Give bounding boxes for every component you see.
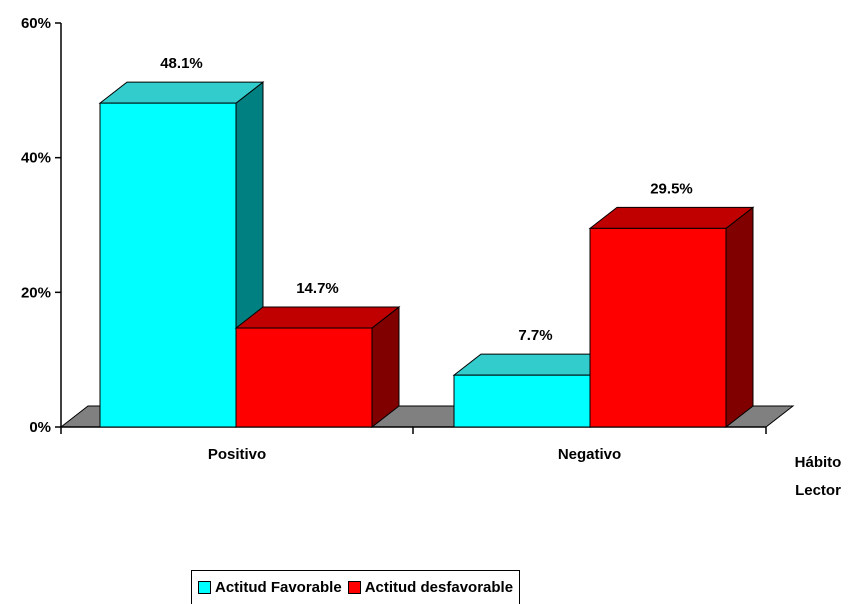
bar-top	[98, 81, 265, 104]
data-label: 14.7%	[296, 280, 339, 297]
bar	[589, 227, 727, 428]
legend-item-desfavorable: Actitud desfavorable	[347, 579, 514, 596]
data-label: 48.1%	[160, 55, 203, 72]
data-label: 7.7%	[518, 327, 552, 344]
legend-swatch-desfavorable	[347, 581, 361, 594]
bar	[453, 374, 591, 428]
bar-chart: 0% 20% 40% 60% Positivo Negativo 48.1% 14.7% 7.…	[21, 15, 842, 499]
bar	[99, 102, 237, 428]
x-category-label: Negativo	[558, 446, 621, 463]
x-category-label: Positivo	[208, 446, 266, 463]
y-tick-label: 60%	[21, 15, 51, 32]
legend-label-favorable: Actitud Favorable	[215, 579, 342, 596]
legend-item-favorable: Actitud Favorable	[198, 579, 342, 596]
legend: Actitud Favorable Actitud desfavorable	[191, 570, 521, 604]
y-tick-label: 0%	[29, 419, 51, 436]
y-tick-label: 20%	[21, 284, 51, 301]
bar-top	[234, 306, 401, 329]
y-tick-label: 40%	[21, 150, 51, 167]
bar-side	[725, 206, 754, 429]
x-axis-title-line1: Hábito	[795, 454, 842, 471]
legend-swatch-favorable	[198, 581, 211, 594]
bar	[235, 327, 373, 428]
bar-top	[588, 206, 755, 229]
data-label: 29.5%	[650, 180, 693, 197]
legend-label-desfavorable: Actitud desfavorable	[364, 579, 514, 596]
x-axis-title-line2: Lector	[795, 482, 841, 499]
